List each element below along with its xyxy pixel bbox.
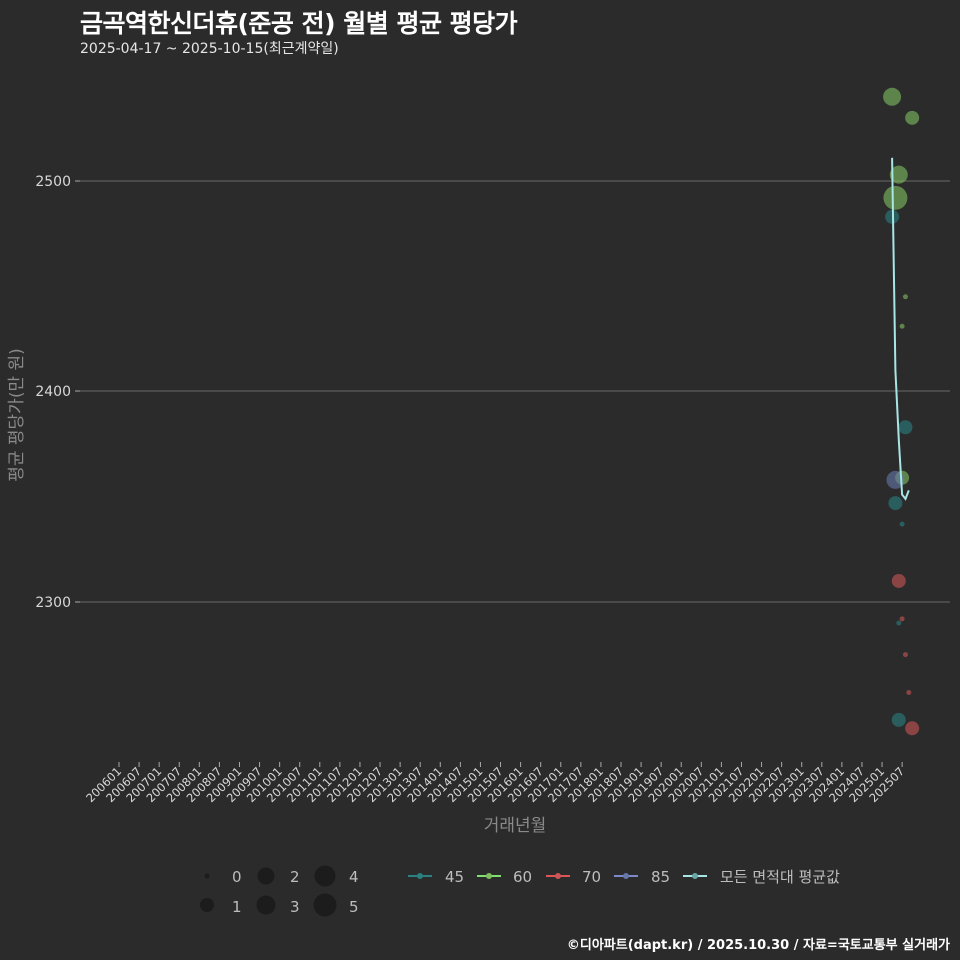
legend-label: 70 <box>582 868 601 886</box>
legend-label: 45 <box>445 868 464 886</box>
source-caption: ©디아파트(dapt.kr) / 2025.10.30 / 자료=국토교통부 실… <box>566 938 950 953</box>
gridlines <box>80 180 950 603</box>
data-point-45 <box>899 521 905 527</box>
size-legend-key-3 <box>256 895 276 915</box>
legend-key-average <box>692 873 698 879</box>
x-axis-title: 거래년월 <box>484 816 547 836</box>
data-point-70 <box>906 690 912 696</box>
size-legend-key-4 <box>314 865 336 887</box>
data-point-60 <box>889 165 908 184</box>
chart-subtitle: 2025-04-17 ~ 2025-10-15(최근계약일) <box>80 41 339 57</box>
size-legend-key-5 <box>313 893 337 917</box>
size-legend-key-1 <box>200 898 214 912</box>
y-tick-label: 2400 <box>35 384 71 400</box>
data-point-70 <box>902 652 908 658</box>
legend-key-45 <box>417 873 423 879</box>
data-point-45 <box>891 712 906 727</box>
data-point-85 <box>886 470 905 489</box>
data-point-60 <box>899 323 905 329</box>
data-points <box>883 87 920 736</box>
size-legend: 0 1 2 3 4 5 <box>200 865 359 917</box>
data-point-45 <box>888 496 903 511</box>
legend-label: 모든 면적대 평균값 <box>720 868 840 886</box>
data-point-70 <box>905 721 920 736</box>
size-legend-label: 0 <box>232 868 242 886</box>
legend-key-60 <box>486 873 492 879</box>
size-legend-key-0 <box>204 873 210 879</box>
data-point-70 <box>899 616 905 622</box>
size-legend-label: 5 <box>349 898 359 916</box>
size-legend-label: 1 <box>232 898 242 916</box>
legend-key-85 <box>623 873 629 879</box>
size-legend-key-2 <box>257 867 275 885</box>
size-legend-label: 2 <box>290 868 300 886</box>
data-point-60 <box>902 294 908 300</box>
legend-label: 60 <box>513 868 532 886</box>
data-point-60 <box>883 87 902 106</box>
y-tick-label: 2500 <box>35 174 71 190</box>
size-legend-label: 3 <box>290 898 300 916</box>
y-tick-label: 2300 <box>35 595 71 611</box>
legend-key-70 <box>555 873 561 879</box>
data-point-45 <box>898 420 913 435</box>
data-point-45 <box>896 620 902 626</box>
legend-label: 85 <box>651 868 670 886</box>
x-axis: 2006012006072007012007072008012008072009… <box>83 762 907 805</box>
data-point-70 <box>891 573 906 588</box>
chart-title: 금곡역한신더휴(준공 전) 월별 평균 평당가 <box>80 9 518 38</box>
color-legend: 45 60 70 85 모든 면적대 평균값 <box>408 868 840 886</box>
data-point-60 <box>883 185 908 210</box>
y-axis-title: 평균 평당가(만 원) <box>7 348 27 482</box>
data-point-60 <box>905 110 920 125</box>
size-legend-label: 4 <box>349 868 359 886</box>
y-axis: 2500 2400 2300 <box>35 174 80 611</box>
average-line <box>891 157 910 501</box>
